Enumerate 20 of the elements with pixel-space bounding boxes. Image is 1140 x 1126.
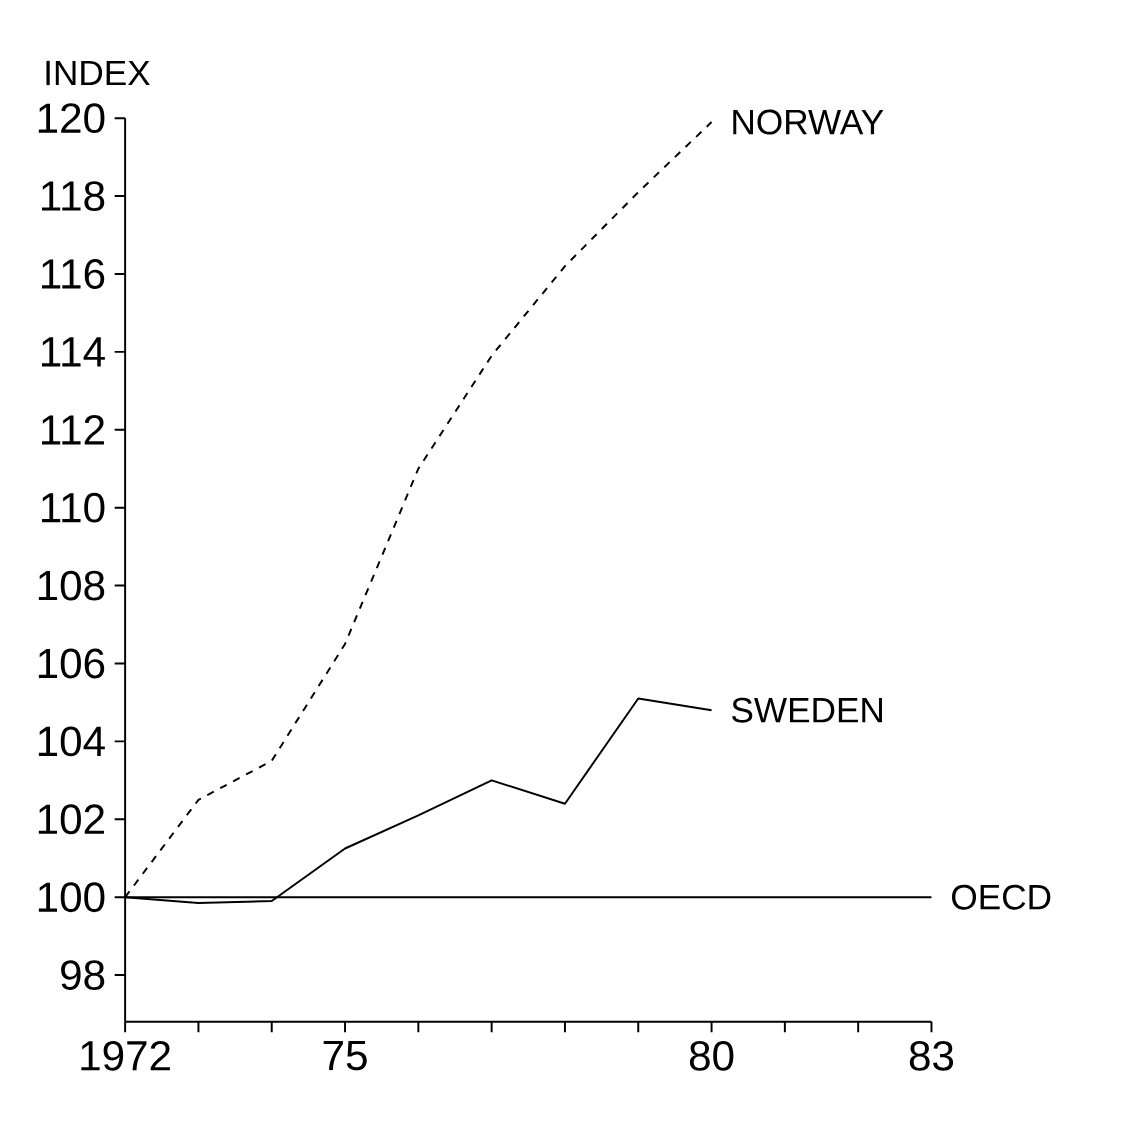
y-tick-label: 110 [41, 492, 105, 523]
y-tick-label: 120 [38, 103, 105, 134]
y-tick-label: 104 [38, 726, 105, 757]
y-tick-label: 118 [41, 181, 105, 211]
y-tick-label: 116 [41, 258, 105, 289]
x-tick-label: 80 [689, 1040, 734, 1071]
x-tick-label: 83 [909, 1040, 954, 1071]
y-tick-label: 108 [38, 570, 105, 601]
y-axis-title: INDEX [46, 60, 150, 86]
x-tick-label: 1972 [81, 1040, 170, 1071]
x-tick-label: 75 [323, 1040, 367, 1071]
y-tick-label: 100 [38, 882, 105, 913]
y-tick-label: 106 [38, 648, 105, 679]
y-tick-label: 114 [41, 337, 105, 367]
y-tick-label: 112 [41, 414, 104, 445]
series-label: OECD [952, 884, 1051, 910]
series-label: NORWAY [733, 109, 884, 135]
y-tick-label: 98 [61, 960, 105, 990]
series-label: SWEDEN [732, 697, 882, 723]
y-tick-label: 102 [38, 804, 104, 835]
